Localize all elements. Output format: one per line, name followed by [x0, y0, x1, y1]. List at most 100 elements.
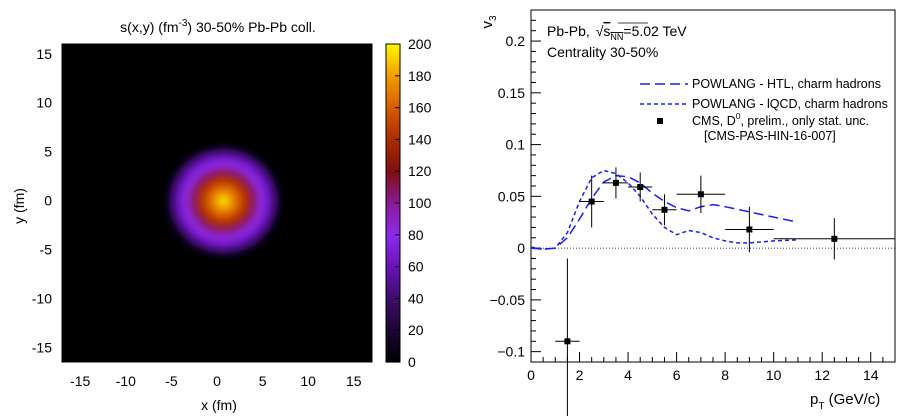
heatmap-x-tick-label: 0 — [213, 373, 221, 389]
heatmap-y-tick-label: -10 — [32, 290, 52, 306]
colorbar-segment — [386, 282, 400, 286]
v3-y-tick-label: 0.1 — [506, 137, 526, 153]
colorbar-segment — [386, 181, 400, 186]
colorbar-segment — [386, 279, 400, 284]
v3-y-axis: −0.1 −0.05 0 0.05 0.1 0.15 0.2 — [490, 19, 541, 360]
v3-y-tick-label: 0.2 — [506, 33, 526, 49]
v3-x-label: pT (GeV/c) — [810, 391, 880, 412]
cms-point — [588, 198, 595, 205]
colorbar-segment — [386, 104, 400, 109]
cms-data-points — [555, 167, 895, 416]
colorbar-segment — [386, 248, 400, 252]
cms-point — [661, 206, 668, 213]
colorbar-segment — [386, 128, 400, 133]
colorbar-segment — [386, 70, 400, 74]
colorbar-segment — [386, 62, 400, 66]
colorbar-segment — [386, 348, 400, 352]
colorbar-segment — [386, 245, 400, 249]
colorbar-segment — [386, 59, 400, 64]
colorbar-segment — [386, 338, 400, 342]
legend-cms-reference: [CMS-PAS-HIN-16-007] — [704, 129, 836, 143]
colorbar-tick-label: 180 — [408, 68, 432, 84]
colorbar-segment — [386, 354, 400, 358]
colorbar-tick-label: 120 — [408, 163, 432, 179]
lqcd-curve — [530, 169, 798, 250]
colorbar-segment — [386, 343, 400, 347]
legend-htl-label: POWLANG - HTL, charm hadrons — [692, 77, 881, 91]
colorbar-segment — [386, 316, 400, 321]
colorbar-segment — [386, 263, 400, 268]
colorbar-segment — [386, 126, 400, 130]
colorbar-segment — [386, 120, 400, 125]
colorbar-segment — [386, 306, 400, 310]
colorbar-segment — [386, 150, 400, 154]
colorbar-segment — [386, 49, 400, 53]
colorbar-segment — [386, 208, 400, 212]
colorbar-segment — [386, 234, 400, 239]
heatmap-y-tick-label: 5 — [44, 144, 52, 160]
colorbar-segment — [386, 271, 400, 276]
colorbar-segment — [386, 73, 400, 77]
heatmap-y-tick-label: -5 — [40, 241, 53, 257]
colorbar-segment — [386, 171, 400, 175]
colorbar-segment — [386, 118, 400, 122]
colorbar-segment — [386, 67, 400, 72]
colorbar-segment — [386, 213, 400, 217]
colorbar-segment — [386, 274, 400, 278]
colorbar-segment — [386, 258, 400, 262]
legend-cms-marker — [657, 118, 663, 124]
heatmap-x-label: x (fm) — [201, 397, 237, 413]
colorbar-segment — [386, 165, 400, 170]
colorbar-segment — [386, 319, 400, 323]
colorbar-segment — [386, 86, 400, 90]
colorbar-segment — [386, 226, 400, 231]
colorbar-segment — [386, 330, 400, 334]
v3-x-tick-label: 2 — [576, 367, 584, 383]
heatmap-x-tick-label: 5 — [259, 373, 267, 389]
cms-point — [637, 184, 644, 191]
colorbar-tick-label: 60 — [408, 259, 424, 275]
v3-x-tick-label: 8 — [721, 367, 729, 383]
colorbar-segment — [386, 54, 400, 58]
colorbar-segment — [386, 351, 400, 355]
colorbar-segment — [386, 232, 400, 236]
heatmap-x-axis: -15 -10 -5 0 5 10 15 — [70, 354, 362, 389]
htl-curve — [530, 174, 799, 250]
heatmap-y-tick-label: 10 — [36, 95, 52, 111]
colorbar-segment — [386, 184, 400, 188]
colorbar-segment — [386, 322, 400, 326]
v3-y-tick-label: 0.05 — [498, 188, 525, 204]
colorbar-segment — [386, 332, 400, 337]
colorbar-segment — [386, 75, 400, 80]
colorbar-segment — [386, 99, 400, 103]
colorbar-segment — [386, 187, 400, 191]
colorbar-segment — [386, 309, 400, 313]
colorbar-segment — [386, 293, 400, 297]
colorbar-segment — [386, 189, 400, 193]
colorbar-segment — [386, 340, 400, 345]
legend-cms-label: CMS, D0, prelim., only stat. unc. — [692, 111, 869, 128]
colorbar-segment — [386, 290, 400, 294]
colorbar-segment — [386, 221, 400, 225]
colorbar-segment — [386, 157, 400, 162]
v3-y-tick-label: −0.05 — [490, 292, 526, 308]
colorbar-segment — [386, 46, 400, 50]
colorbar-segment — [386, 160, 400, 164]
colorbar-segment — [386, 311, 400, 315]
v3-x-tick-label: 4 — [624, 367, 632, 383]
colorbar-tick-label: 140 — [408, 131, 432, 147]
colorbar-segment — [386, 203, 400, 207]
colorbar-segment — [386, 224, 400, 228]
colorbar-segment — [386, 200, 400, 204]
colorbar-segment — [386, 359, 400, 363]
colorbar-segment — [386, 142, 400, 146]
colorbar-segment — [386, 192, 400, 196]
colorbar-segment — [386, 107, 400, 111]
colorbar-tick-label: 0 — [408, 354, 416, 370]
colorbar-segment — [386, 51, 400, 56]
colorbar-segment — [386, 179, 400, 183]
colorbar-segment — [386, 139, 400, 143]
v3-y-label: v3 — [479, 15, 499, 29]
colorbar-segment — [386, 176, 400, 180]
